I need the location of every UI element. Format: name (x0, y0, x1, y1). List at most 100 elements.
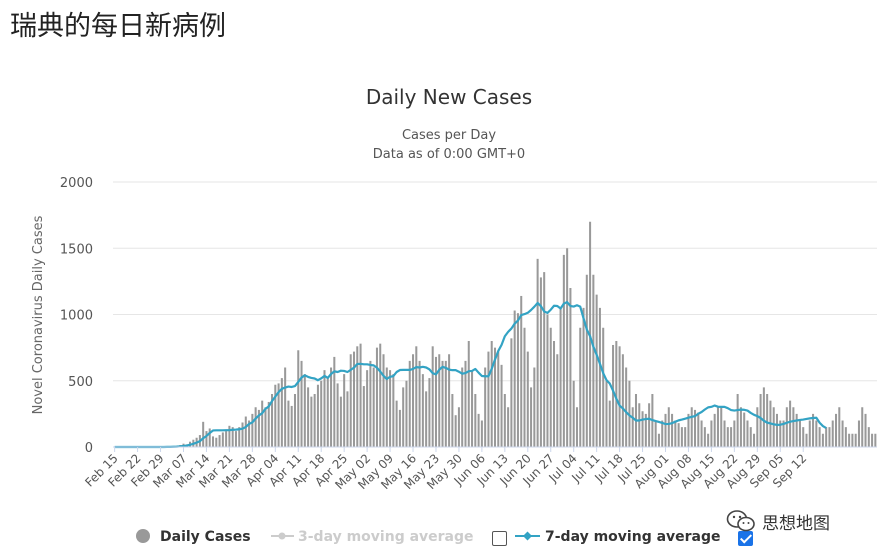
daily-case-bar (333, 356, 336, 447)
daily-case-bar (267, 401, 270, 447)
legend-three-day-average-label: 3-day moving average (298, 529, 474, 545)
seven-day-average-checkbox[interactable] (738, 531, 753, 546)
daily-case-bar (812, 413, 815, 448)
daily-case-bar (707, 433, 710, 447)
daily-case-bar (782, 420, 785, 447)
seven-day-average-line (114, 301, 827, 449)
daily-case-bar (710, 420, 713, 447)
daily-case-bar (303, 374, 306, 448)
daily-case-bar (638, 403, 641, 447)
daily-case-bar (549, 327, 552, 447)
three-day-average-checkbox[interactable] (492, 531, 507, 546)
daily-case-bar (677, 423, 680, 447)
daily-case-bar (284, 367, 287, 447)
daily-case-bar (661, 420, 664, 447)
daily-case-bar (713, 413, 716, 448)
daily-case-bar (461, 367, 464, 447)
daily-case-bar (756, 407, 759, 447)
daily-case-bar (720, 407, 723, 447)
daily-case-bar (379, 343, 382, 447)
daily-case-bar (733, 420, 736, 447)
daily-case-bar (585, 274, 588, 447)
daily-case-bar (602, 327, 605, 447)
daily-case-bar (497, 351, 500, 447)
daily-case-bar (802, 427, 805, 448)
y-axis-title: Novel Coronavirus Daily Cases (31, 215, 46, 414)
daily-case-bar (343, 374, 346, 448)
daily-case-bar (398, 409, 401, 447)
daily-case-bar (582, 307, 585, 448)
daily-case-bar (271, 394, 274, 447)
daily-case-bar (251, 413, 254, 448)
daily-case-bar (428, 378, 431, 447)
daily-case-bar (575, 407, 578, 447)
daily-case-bar (444, 360, 447, 448)
legend-daily-cases[interactable]: Daily Cases (136, 529, 251, 545)
daily-case-bar (835, 413, 838, 448)
daily-case-bar (297, 350, 300, 447)
daily-case-bar (592, 274, 595, 447)
daily-case-bar (257, 409, 260, 447)
daily-case-bar (864, 413, 867, 448)
daily-case-bar (421, 374, 424, 448)
daily-case-bar (454, 415, 457, 447)
daily-case-bar (474, 394, 477, 447)
daily-case-bar (339, 396, 342, 447)
daily-case-bar (690, 407, 693, 447)
daily-case-bar (569, 288, 572, 447)
daily-case-bar (772, 407, 775, 447)
y-tick-label: 1500 (60, 242, 93, 257)
daily-case-bar (402, 387, 405, 448)
daily-case-bar (382, 354, 385, 447)
daily-case-bar (385, 367, 388, 447)
daily-case-bar (375, 347, 378, 448)
y-grid (113, 181, 877, 382)
daily-case-bar (818, 427, 821, 448)
y-tick-label: 2000 (60, 176, 93, 191)
daily-case-bar (520, 295, 523, 447)
daily-case-bar (330, 367, 333, 447)
y-tick-label: 0 (85, 441, 93, 456)
daily-case-bar (654, 420, 657, 447)
legend-seven-day-average[interactable]: 7-day moving average (515, 529, 721, 545)
daily-case-bar (844, 427, 847, 448)
daily-case-bar (405, 380, 408, 447)
daily-case-bar (566, 248, 569, 447)
daily-case-bar (828, 427, 831, 448)
watermark-text: 思想地图 (762, 513, 830, 534)
daily-case-bar (579, 327, 582, 447)
daily-case-bar (792, 407, 795, 447)
daily-case-bar (726, 427, 729, 448)
daily-case-bar (543, 272, 546, 447)
daily-case-bar (749, 427, 752, 448)
daily-case-bar (438, 354, 441, 447)
daily-case-bar (464, 360, 467, 448)
daily-cases-bars (159, 221, 877, 448)
daily-case-bar (280, 378, 283, 447)
daily-case-bar (572, 380, 575, 447)
y-tick-labels: 0 500 1000 1500 2000 (60, 176, 93, 456)
daily-case-bar (480, 420, 483, 447)
daily-case-bar (451, 394, 454, 447)
daily-case-bar (716, 407, 719, 447)
daily-case-bar (234, 431, 237, 447)
daily-case-bar (533, 367, 536, 447)
daily-case-bar (202, 421, 205, 447)
daily-case-bar (425, 391, 428, 447)
daily-case-bar (838, 407, 841, 447)
daily-case-bar (789, 400, 792, 448)
daily-case-bar (349, 354, 352, 447)
legend-three-day-average[interactable]: 3-day moving average (271, 529, 474, 545)
daily-case-bar (477, 413, 480, 448)
wechat-icon (726, 510, 755, 532)
daily-case-bar (352, 351, 356, 447)
daily-case-bar (389, 370, 392, 447)
daily-case-bar (743, 412, 746, 447)
daily-case-bar (851, 433, 854, 447)
daily-case-bar (418, 360, 421, 448)
daily-case-bar (821, 433, 824, 447)
daily-case-bar (530, 387, 533, 448)
daily-case-bar (615, 341, 618, 447)
daily-case-bar (467, 341, 470, 447)
daily-case-bar (825, 427, 828, 448)
